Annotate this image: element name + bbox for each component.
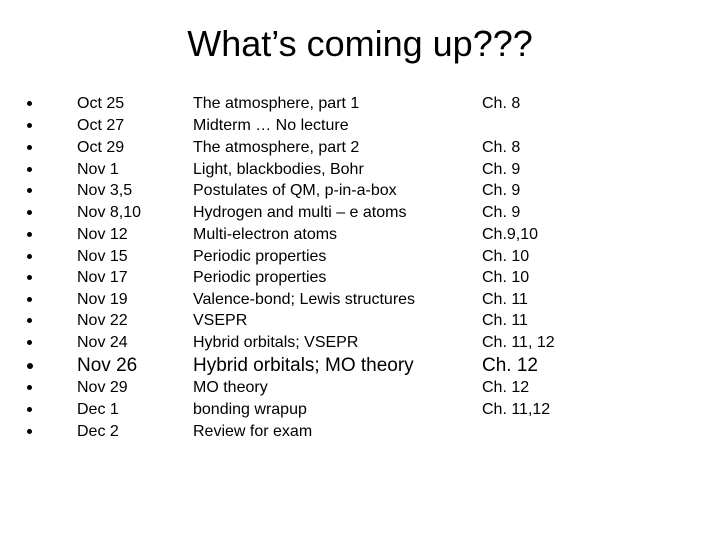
topic: Multi-electron atoms (193, 226, 338, 243)
schedule-row: Oct 25 The atmosphere, part 1 Ch. 8 (0, 93, 720, 115)
chapter: Ch. 10 (482, 248, 530, 265)
date: Nov 24 (77, 334, 128, 351)
schedule-row: Nov 29 MO theory Ch. 12 (0, 377, 720, 399)
bullet (27, 167, 32, 172)
schedule-row: Nov 8,10 Hydrogen and multi – e atoms Ch. … (0, 202, 720, 224)
topic: The atmosphere, part 1 (193, 95, 360, 112)
topic: Periodic properties (193, 269, 327, 286)
bullet (27, 385, 32, 390)
date: Dec 1 (77, 401, 119, 418)
chapter: Ch. 8 (482, 139, 521, 156)
date: Oct 27 (77, 117, 125, 134)
bullet (27, 188, 32, 193)
bullet (27, 254, 32, 259)
chapter: Ch.9,10 (482, 226, 539, 243)
title: What’s coming up??? (187, 23, 533, 64)
topic: bonding wrapup (193, 401, 307, 418)
date: Nov 19 (77, 291, 128, 308)
date: Nov 17 (77, 269, 128, 286)
topic: The atmosphere, part 2 (193, 139, 360, 156)
schedule-row: Nov 22 VSEPR Ch. 11 (0, 310, 720, 332)
date: Oct 25 (77, 95, 125, 112)
date: Nov 3,5 (77, 182, 133, 199)
bullet (27, 275, 32, 280)
bullet (27, 297, 32, 302)
topic: Hybrid orbitals; VSEPR (193, 334, 359, 351)
topic: Light, blackbodies, Bohr (193, 161, 364, 178)
date: Nov 26 (77, 355, 138, 376)
schedule-row: Nov 26 Hybrid orbitals; MO theory Ch. 12 (0, 354, 720, 378)
chapter: Ch. 9 (482, 204, 521, 221)
bullet (27, 363, 33, 369)
bullet (27, 318, 32, 323)
date: Nov 29 (77, 379, 128, 396)
schedule-row: Nov 15 Periodic properties Ch. 10 (0, 246, 720, 268)
chapter: Ch. 10 (482, 269, 530, 286)
chapter: Ch. 12 (482, 355, 538, 376)
schedule-row: Nov 1 Light, blackbodies, Bohr Ch. 9 (0, 159, 720, 181)
topic: Review for exam (193, 423, 313, 440)
topic: Hybrid orbitals; MO theory (193, 355, 414, 376)
schedule-row: Nov 19 Valence-bond; Lewis structures Ch. … (0, 289, 720, 311)
topic: Periodic properties (193, 248, 327, 265)
chapter: Ch. 9 (482, 182, 521, 199)
topic: MO theory (193, 379, 268, 396)
chapter: Ch. 11 (482, 312, 528, 329)
topic: VSEPR (193, 312, 248, 329)
date: Nov 15 (77, 248, 128, 265)
chapter: Ch. 8 (482, 95, 521, 112)
date: Nov 22 (77, 312, 128, 329)
chapter: Ch. 12 (482, 379, 530, 396)
schedule-row: Dec 1 bonding wrapup Ch. 11,12 (0, 399, 720, 421)
bullet (27, 145, 32, 150)
chapter: Ch. 11 (482, 291, 528, 308)
bullet (27, 101, 32, 106)
chapter: Ch. 9 (482, 161, 521, 178)
bullet (27, 407, 32, 412)
schedule-row: Nov 3,5 Postulates of QM, p-in-a-box Ch. 9 (0, 180, 720, 202)
schedule-row: Oct 27 Midterm … No lecture (0, 115, 720, 137)
bullet (27, 232, 32, 237)
chapter: Ch. 11,12 (482, 401, 551, 418)
topic: Valence-bond; Lewis structures (193, 291, 416, 308)
bullet (27, 123, 32, 128)
topic: Postulates of QM, p-in-a-box (193, 182, 397, 199)
chapter: Ch. 11, 12 (482, 334, 555, 351)
schedule-row: Nov 17 Periodic properties Ch. 10 (0, 267, 720, 289)
schedule-row: Dec 2 Review for exam (0, 421, 720, 443)
date: Oct 29 (77, 139, 125, 156)
date: Nov 1 (77, 161, 119, 178)
topic: Hydrogen and multi – e atoms (193, 204, 407, 221)
bullet (27, 210, 32, 215)
schedule-row: Nov 24 Hybrid orbitals; VSEPR Ch. 11, 12 (0, 332, 720, 354)
bullet (27, 429, 32, 434)
schedule-row: Oct 29 The atmosphere, part 2 Ch. 8 (0, 137, 720, 159)
topic: Midterm … No lecture (193, 117, 349, 134)
date: Dec 2 (77, 423, 119, 440)
schedule-row: Nov 12 Multi-electron atoms Ch.9,10 (0, 224, 720, 246)
bullet (27, 340, 32, 345)
date: Nov 8,10 (77, 204, 142, 221)
date: Nov 12 (77, 226, 128, 243)
